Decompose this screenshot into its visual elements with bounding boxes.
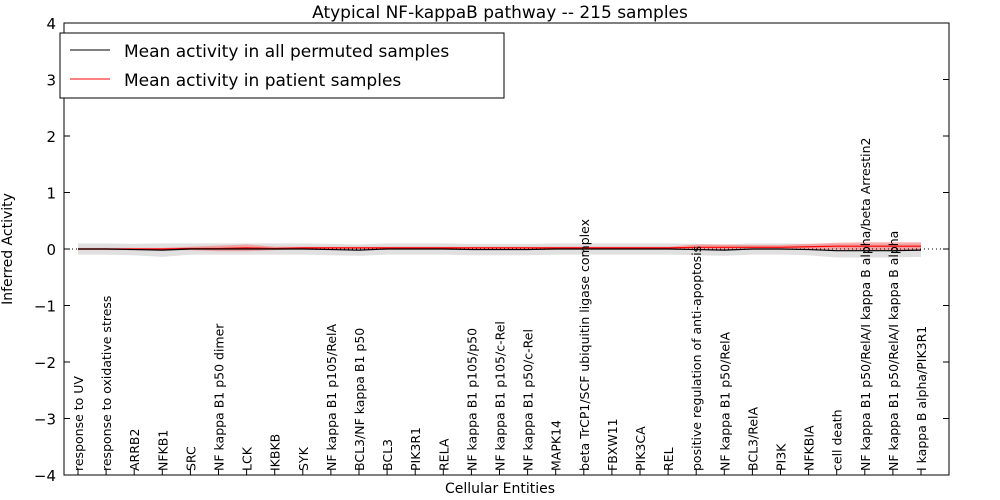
y-tick-label: −2 [34, 354, 56, 372]
x-tick-label: PIK3R1 [408, 427, 423, 471]
x-tick-label: MAPK14 [549, 420, 564, 471]
x-tick-label: LCK [240, 446, 255, 471]
x-tick-label: BCL3/NF kappa B1 p50 [352, 328, 367, 471]
x-tick-label: NF kappa B1 p50/RelA/I kappa B alpha/bet… [858, 138, 873, 472]
x-tick-label: PI3K [774, 443, 789, 471]
y-tick-label: −1 [34, 298, 56, 316]
x-tick-label: cell death [830, 409, 845, 471]
x-tick-label: REL [661, 447, 676, 471]
x-tick-label: PIK3CA [633, 426, 648, 471]
x-tick-label: beta TrCP1/SCF ubiquitin ligase complex [577, 219, 592, 471]
x-tick-label: response to UV [71, 376, 86, 471]
x-tick-label: SYK [296, 446, 311, 471]
legend-label-permuted: Mean activity in all permuted samples [124, 42, 449, 62]
x-tick-label: NF kappa B1 p50/RelA [717, 331, 732, 471]
legend-label-patient: Mean activity in patient samples [124, 71, 401, 91]
x-tick-label: FBXW11 [605, 418, 620, 471]
x-tick-label: RELA [436, 438, 451, 471]
x-tick-label: I kappa B alpha/PIK3R1 [914, 326, 929, 471]
x-tick-label: NF kappa B1 p105/p50 [464, 328, 479, 471]
x-tick-label: BCL3/RelA [745, 407, 760, 471]
y-tick-label: 0 [46, 241, 56, 259]
y-tick-label: −4 [34, 467, 56, 485]
y-tick-label: 1 [46, 185, 56, 203]
x-tick-label: IKBKB [268, 434, 283, 471]
x-tick-label: positive regulation of anti-apoptosis [689, 246, 704, 471]
x-tick-label: NF kappa B1 p50/RelA/I kappa B alpha [886, 231, 901, 471]
y-tick-label: 2 [46, 128, 56, 146]
x-tick-label: NFKBIA [802, 425, 817, 471]
x-tick-label: NF kappa B1 p50/c-Rel [521, 329, 536, 471]
y-tick-label: −3 [34, 411, 56, 429]
x-tick-label: NF kappa B1 p50 dimer [212, 323, 227, 471]
x-tick-label: BCL3 [380, 439, 395, 471]
x-tick-label: SRC [183, 446, 198, 471]
x-axis-label: Cellular Entities [445, 481, 555, 497]
x-tick-label: NFKB1 [155, 430, 170, 471]
chart-title: Atypical NF-kappaB pathway -- 215 sample… [312, 3, 688, 23]
series-line-0 [78, 248, 922, 252]
y-axis-label: Inferred Activity [0, 193, 16, 305]
x-tick-label: response to oxidative stress [99, 296, 114, 471]
y-tick-label: 4 [46, 15, 56, 33]
y-tick-label: 3 [46, 72, 56, 90]
legend: Mean activity in all permuted samples Me… [59, 32, 505, 99]
x-tick-label: NF kappa B1 p105/c-Rel [493, 321, 508, 471]
x-tick-label: ARRB2 [127, 429, 142, 471]
x-tick-label: NF kappa B1 p105/RelA [324, 324, 339, 471]
